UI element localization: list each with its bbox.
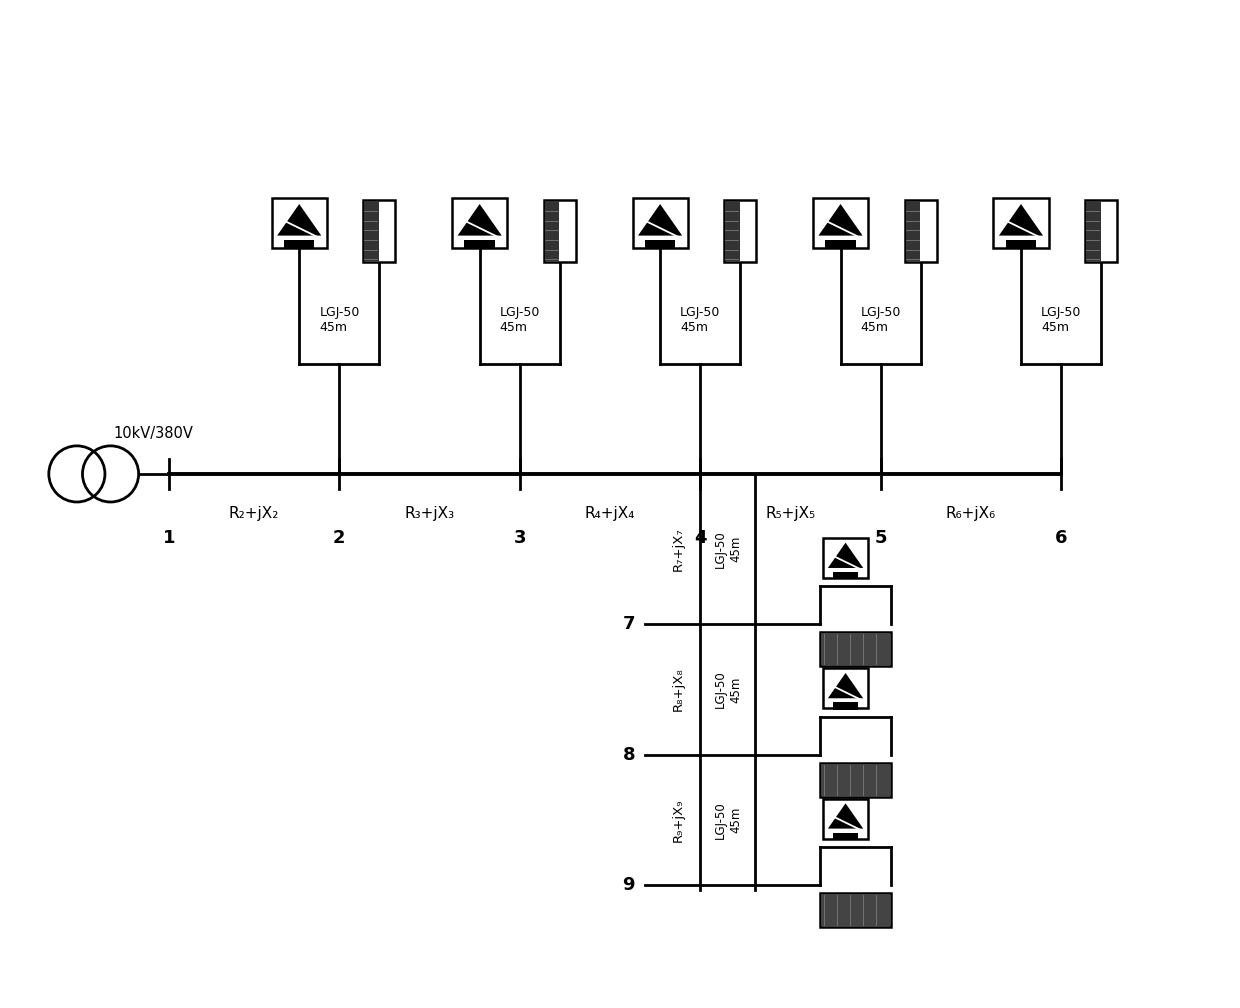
- Text: 6: 6: [1055, 529, 1068, 547]
- Text: LGJ-50
45m: LGJ-50 45m: [1042, 305, 1081, 334]
- Text: R₂+jX₂: R₂+jX₂: [229, 506, 279, 521]
- Bar: [905, 201, 936, 262]
- Bar: [823, 668, 868, 709]
- Bar: [823, 538, 868, 579]
- Bar: [823, 798, 868, 839]
- Text: 3: 3: [513, 529, 526, 547]
- Text: R₃+jX₃: R₃+jX₃: [404, 506, 455, 521]
- Bar: [826, 240, 856, 249]
- Text: R₄+jX₄: R₄+jX₄: [585, 506, 635, 521]
- Bar: [905, 202, 920, 261]
- Bar: [821, 894, 889, 926]
- Bar: [272, 199, 327, 248]
- Polygon shape: [278, 204, 321, 236]
- Text: LGJ-50
45m: LGJ-50 45m: [714, 801, 743, 839]
- Bar: [724, 201, 756, 262]
- Bar: [821, 632, 890, 666]
- Bar: [833, 703, 858, 710]
- Text: LGJ-50
45m: LGJ-50 45m: [714, 670, 743, 709]
- Polygon shape: [828, 542, 863, 568]
- Bar: [821, 763, 890, 796]
- Text: 10kV/380V: 10kV/380V: [114, 425, 193, 440]
- Polygon shape: [639, 204, 682, 236]
- Bar: [365, 202, 378, 261]
- Bar: [821, 764, 889, 795]
- Text: LGJ-50
45m: LGJ-50 45m: [500, 305, 541, 334]
- Text: 4: 4: [694, 529, 707, 547]
- Polygon shape: [828, 803, 863, 829]
- Polygon shape: [458, 204, 502, 236]
- Bar: [813, 199, 868, 248]
- Bar: [465, 240, 495, 249]
- Bar: [1006, 240, 1037, 249]
- Bar: [821, 893, 890, 927]
- Polygon shape: [999, 204, 1043, 236]
- Text: 5: 5: [874, 529, 887, 547]
- Text: LGJ-50
45m: LGJ-50 45m: [861, 305, 901, 334]
- Bar: [544, 201, 575, 262]
- Bar: [284, 240, 315, 249]
- Bar: [645, 240, 676, 249]
- Bar: [363, 201, 396, 262]
- Bar: [1085, 201, 1117, 262]
- Text: R₉+jX₉: R₉+jX₉: [672, 798, 684, 842]
- Text: 2: 2: [334, 529, 346, 547]
- Text: 1: 1: [162, 529, 175, 547]
- Text: R₅+jX₅: R₅+jX₅: [765, 506, 816, 521]
- Bar: [632, 199, 688, 248]
- Bar: [544, 202, 559, 261]
- Bar: [833, 833, 858, 840]
- Polygon shape: [818, 204, 863, 236]
- Bar: [725, 202, 740, 261]
- Text: 7: 7: [622, 615, 635, 633]
- Text: R₈+jX₈: R₈+jX₈: [672, 667, 684, 712]
- Text: LGJ-50
45m: LGJ-50 45m: [681, 305, 720, 334]
- Bar: [833, 572, 858, 580]
- Polygon shape: [828, 673, 863, 699]
- Text: LGJ-50
45m: LGJ-50 45m: [714, 530, 743, 568]
- Bar: [821, 633, 889, 665]
- Bar: [453, 199, 507, 248]
- Bar: [1086, 202, 1101, 261]
- Text: R₇+jX₇: R₇+jX₇: [672, 527, 684, 571]
- Text: R₆+jX₆: R₆+jX₆: [946, 506, 996, 521]
- Text: 9: 9: [622, 876, 635, 894]
- Text: 8: 8: [622, 746, 635, 764]
- Text: LGJ-50
45m: LGJ-50 45m: [319, 305, 360, 334]
- Bar: [993, 199, 1049, 248]
